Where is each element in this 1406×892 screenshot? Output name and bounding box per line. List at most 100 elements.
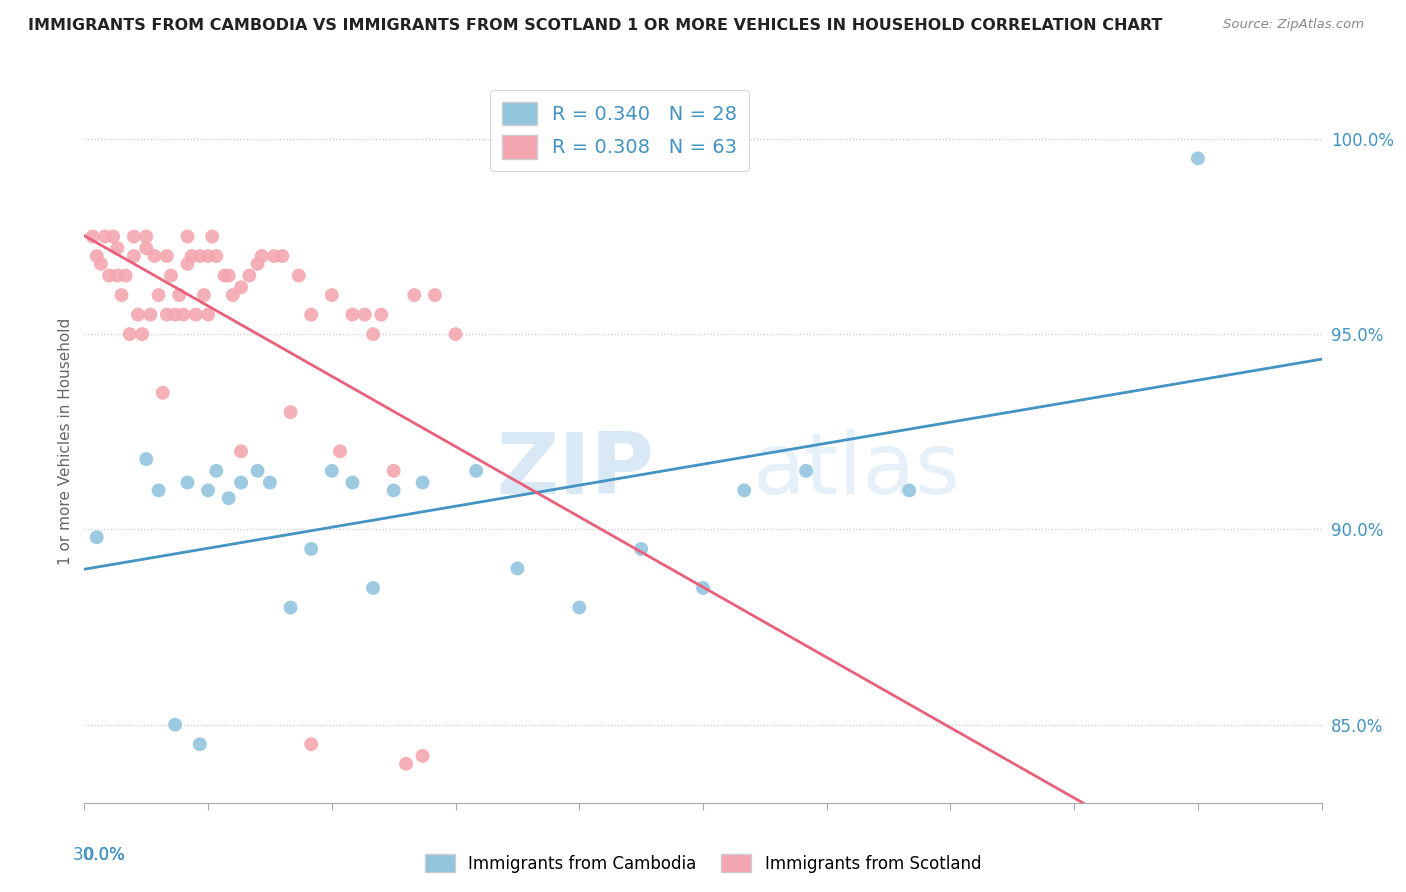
Point [86, 530, 108, 544]
Point [229, 475, 252, 490]
Point [353, 308, 375, 322]
Point [165, 308, 187, 322]
Point [82, 229, 104, 244]
Y-axis label: 1 or more Vehicles in Household: 1 or more Vehicles in Household [58, 318, 73, 566]
Point [135, 229, 157, 244]
Point [299, 737, 322, 751]
Point [568, 600, 591, 615]
Point [404, 288, 426, 302]
Point [222, 288, 245, 302]
Point [218, 268, 240, 283]
Point [176, 229, 198, 244]
Point [299, 541, 322, 556]
Legend: R = 0.340   N = 28, R = 0.308   N = 63: R = 0.340 N = 28, R = 0.308 N = 63 [491, 90, 749, 170]
Point [250, 249, 273, 263]
Point [205, 249, 228, 263]
Point [152, 385, 174, 400]
Point [156, 308, 179, 322]
Point [148, 483, 170, 498]
Point [131, 327, 153, 342]
Point [630, 541, 652, 556]
Point [898, 483, 921, 498]
Point [197, 249, 219, 263]
Point [263, 249, 285, 263]
Legend: Immigrants from Cambodia, Immigrants from Scotland: Immigrants from Cambodia, Immigrants fro… [418, 847, 988, 880]
Text: 30.0%: 30.0% [73, 847, 125, 864]
Point [201, 229, 224, 244]
Point [114, 268, 136, 283]
Point [184, 308, 207, 322]
Point [1187, 152, 1209, 166]
Point [444, 327, 467, 342]
Point [143, 249, 166, 263]
Point [342, 475, 364, 490]
Point [86, 249, 108, 263]
Point [110, 288, 132, 302]
Point [382, 483, 405, 498]
Point [259, 475, 281, 490]
Text: 0.0%: 0.0% [84, 847, 127, 864]
Point [205, 464, 228, 478]
Point [172, 308, 194, 322]
Point [733, 483, 755, 498]
Point [193, 288, 215, 302]
Point [423, 288, 446, 302]
Point [90, 257, 112, 271]
Point [156, 249, 179, 263]
Point [197, 308, 219, 322]
Point [105, 241, 128, 255]
Point [246, 257, 269, 271]
Text: atlas: atlas [752, 429, 960, 512]
Point [218, 491, 240, 505]
Point [122, 249, 145, 263]
Point [321, 288, 343, 302]
Text: ZIP: ZIP [496, 429, 654, 512]
Point [329, 444, 352, 458]
Point [299, 308, 322, 322]
Point [395, 756, 418, 771]
Point [506, 561, 529, 575]
Point [98, 268, 121, 283]
Point [361, 327, 384, 342]
Point [794, 464, 817, 478]
Point [105, 268, 128, 283]
Point [160, 268, 183, 283]
Point [176, 475, 198, 490]
Point [288, 268, 311, 283]
Point [188, 249, 211, 263]
Point [342, 308, 364, 322]
Point [135, 241, 157, 255]
Point [370, 308, 392, 322]
Point [176, 257, 198, 271]
Point [692, 581, 714, 595]
Point [94, 229, 117, 244]
Point [382, 464, 405, 478]
Point [280, 405, 302, 419]
Point [229, 444, 252, 458]
Point [214, 268, 236, 283]
Point [271, 249, 294, 263]
Point [139, 308, 162, 322]
Point [135, 452, 157, 467]
Point [165, 717, 187, 731]
Text: IMMIGRANTS FROM CAMBODIA VS IMMIGRANTS FROM SCOTLAND 1 OR MORE VEHICLES IN HOUSE: IMMIGRANTS FROM CAMBODIA VS IMMIGRANTS F… [28, 18, 1163, 33]
Text: Source: ZipAtlas.com: Source: ZipAtlas.com [1223, 18, 1364, 31]
Point [246, 464, 269, 478]
Point [148, 288, 170, 302]
Point [118, 327, 141, 342]
Point [188, 737, 211, 751]
Point [167, 288, 190, 302]
Point [103, 229, 125, 244]
Point [229, 280, 252, 294]
Point [465, 464, 488, 478]
Point [127, 308, 149, 322]
Point [361, 581, 384, 595]
Point [321, 464, 343, 478]
Point [412, 748, 434, 763]
Point [238, 268, 260, 283]
Point [180, 249, 202, 263]
Point [197, 483, 219, 498]
Point [412, 475, 434, 490]
Point [280, 600, 302, 615]
Point [122, 229, 145, 244]
